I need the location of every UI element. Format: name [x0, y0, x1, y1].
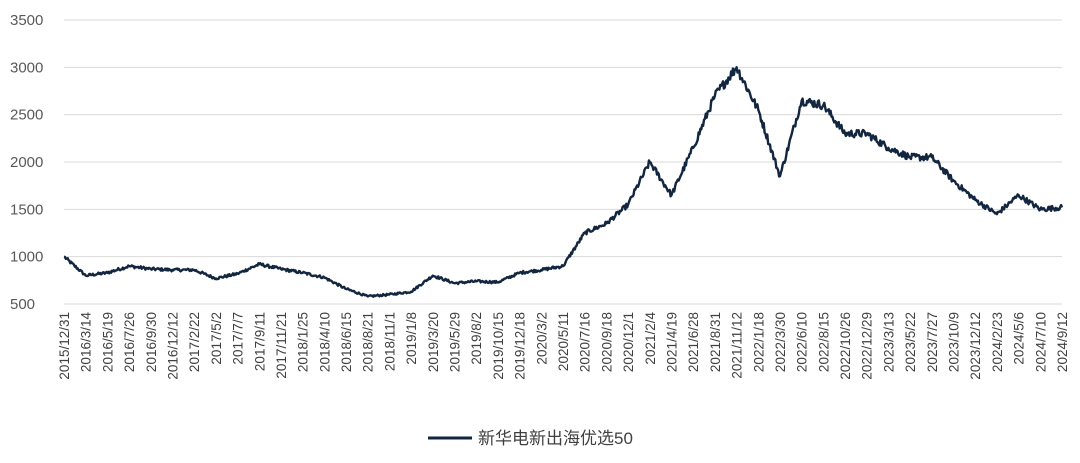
x-tick-label: 2018/1/25 — [296, 312, 311, 372]
x-tick-label: 2017/9/11 — [252, 312, 267, 371]
x-tick-label: 2019/3/20 — [426, 312, 441, 372]
x-tick-label: 2022/12/29 — [860, 312, 875, 380]
x-tick-label: 2023/12/12 — [968, 312, 983, 380]
y-axis-ticks: 500 1000 1500 2000 2500 3000 3500 — [10, 12, 43, 313]
x-tick-label: 2017/2/22 — [187, 312, 202, 372]
x-tick-label: 2016/12/12 — [165, 312, 180, 380]
x-tick-label: 2016/3/14 — [79, 312, 94, 373]
x-tick-label: 2024/9/12 — [1055, 312, 1070, 372]
x-tick-label: 2019/5/29 — [448, 312, 463, 372]
legend-label: 新华电新出海优选50 — [478, 429, 633, 448]
x-tick-label: 2016/5/19 — [100, 312, 115, 372]
x-tick-label: 2020/3/2 — [534, 312, 549, 365]
x-tick-label: 2021/11/12 — [730, 312, 745, 379]
y-tick-label: 500 — [10, 296, 35, 313]
series-group — [63, 66, 1064, 298]
x-tick-label: 2020/12/1 — [621, 312, 636, 372]
x-tick-label: 2022/3/30 — [773, 312, 788, 372]
x-tick-label: 2018/4/10 — [317, 312, 332, 372]
x-tick-label: 2024/7/10 — [1033, 312, 1048, 372]
x-tick-label: 2018/6/15 — [339, 312, 354, 372]
x-tick-label: 2015/12/31 — [57, 312, 72, 380]
x-tick-label: 2018/11/1 — [382, 312, 397, 371]
x-tick-label: 2017/7/7 — [231, 312, 246, 365]
y-tick-label: 2500 — [10, 107, 43, 124]
x-tick-label: 2016/7/26 — [122, 312, 137, 372]
x-tick-label: 2020/7/16 — [578, 312, 593, 372]
x-tick-label: 2020/9/18 — [599, 312, 614, 372]
x-tick-label: 2017/11/21 — [274, 312, 289, 379]
x-axis-ticks: 2015/12/31 2016/3/14 2016/5/19 2016/7/26 201… — [57, 312, 1070, 380]
x-tick-label: 2019/12/18 — [513, 312, 528, 380]
x-tick-label: 2016/9/30 — [144, 312, 159, 372]
x-tick-label: 2020/5/11 — [556, 312, 571, 371]
x-tick-label: 2022/10/26 — [838, 312, 853, 380]
x-tick-label: 2023/3/13 — [881, 312, 896, 372]
gridlines — [64, 19, 1062, 305]
x-tick-label: 2021/6/28 — [686, 312, 701, 372]
x-tick-label: 2023/10/9 — [947, 312, 962, 372]
y-tick-label: 2000 — [10, 154, 43, 171]
x-tick-label: 2018/8/21 — [361, 312, 376, 372]
y-tick-label: 3500 — [10, 12, 43, 29]
x-tick-label: 2019/8/2 — [469, 312, 484, 365]
x-tick-label: 2022/8/15 — [816, 312, 831, 372]
legend: 新华电新出海优选50 — [428, 429, 633, 448]
y-tick-label: 1500 — [10, 201, 43, 218]
x-tick-label: 2024/5/6 — [1012, 312, 1027, 365]
x-tick-label: 2021/4/19 — [664, 312, 679, 372]
x-tick-label: 2019/1/8 — [404, 312, 419, 365]
x-tick-label: 2017/5/2 — [209, 312, 224, 365]
x-tick-label: 2021/8/31 — [708, 312, 723, 372]
x-tick-label: 2021/2/4 — [643, 312, 658, 365]
x-tick-label: 2024/2/23 — [990, 312, 1005, 372]
y-tick-label: 1000 — [10, 249, 43, 266]
x-tick-label: 2022/6/10 — [795, 312, 810, 372]
x-tick-label: 2022/1/18 — [751, 312, 766, 372]
series-line — [63, 66, 1064, 298]
x-tick-label: 2023/5/22 — [903, 312, 918, 372]
y-tick-label: 3000 — [10, 59, 43, 76]
x-tick-label: 2023/7/27 — [925, 312, 940, 372]
x-tick-label: 2019/10/15 — [491, 312, 506, 380]
